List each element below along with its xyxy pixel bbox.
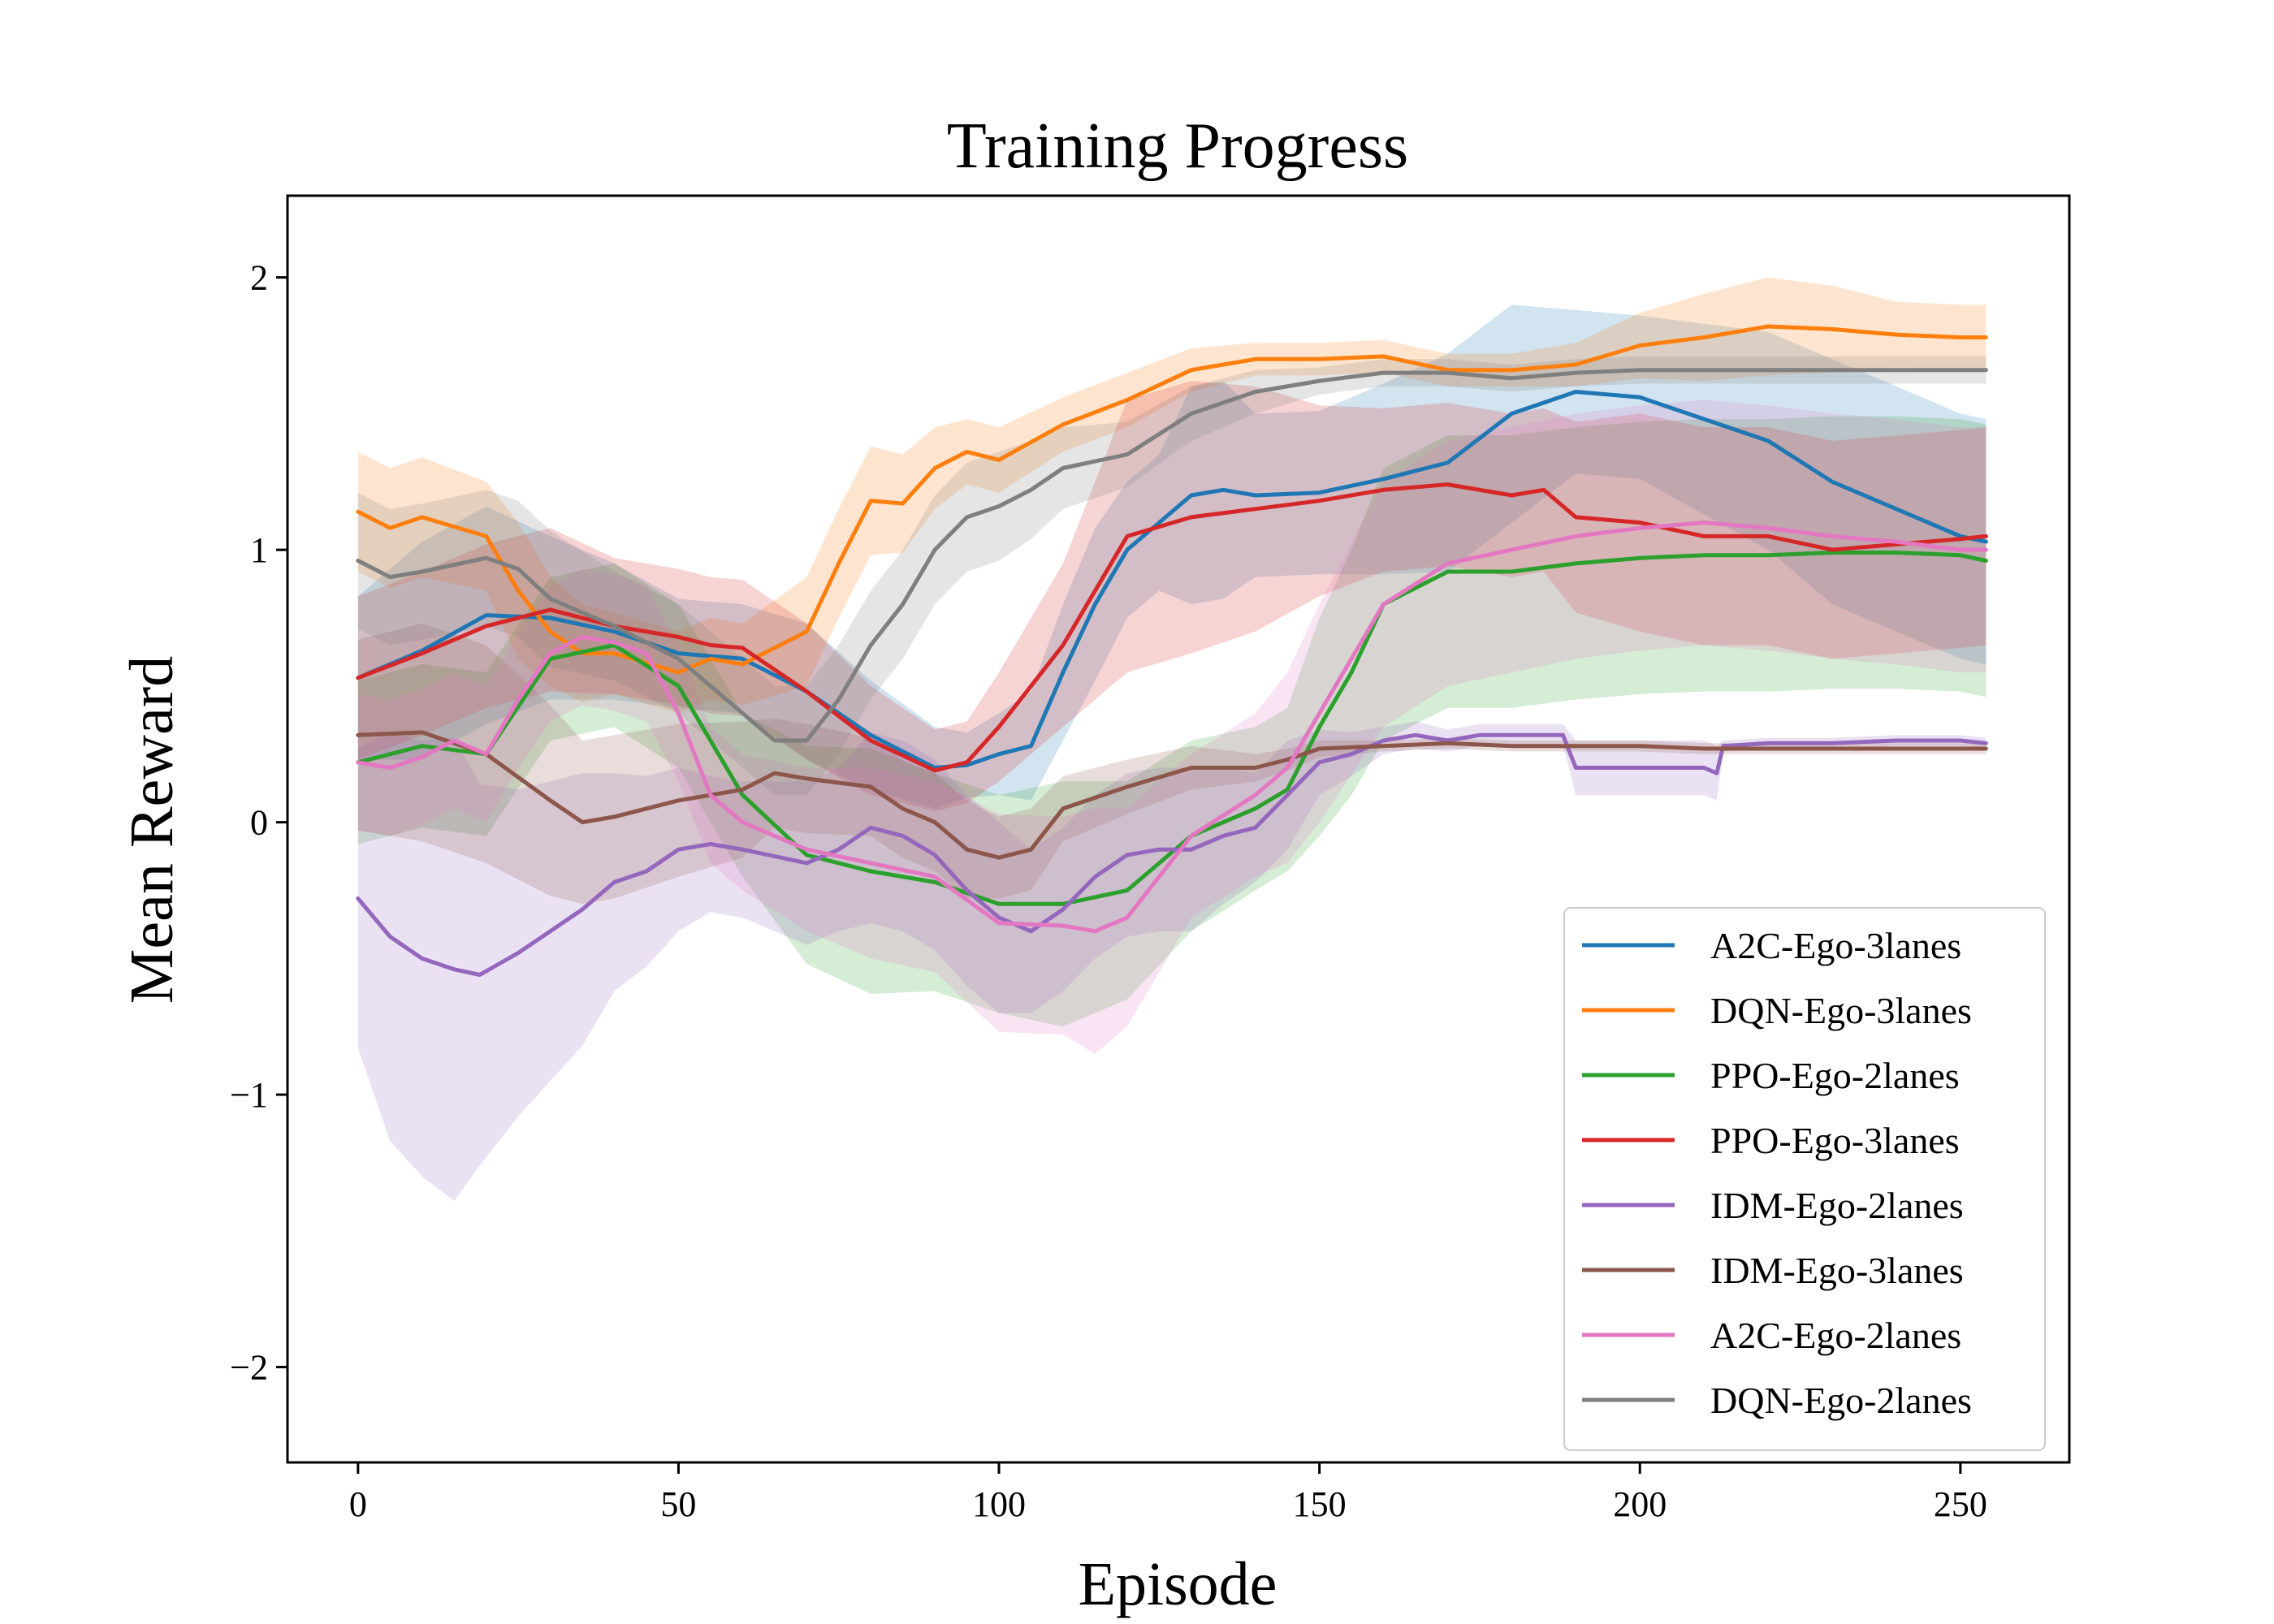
legend-label-dqn-ego-2lanes: DQN-Ego-2lanes <box>1710 1380 1972 1421</box>
x-tick-label: 100 <box>972 1484 1026 1524</box>
line-ppo-ego-3lanes <box>356 482 1988 773</box>
line-idm-ego-3lanes <box>356 730 1988 860</box>
line-dqn-ego-2lanes <box>356 368 1988 743</box>
y-tick-label: −2 <box>230 1348 268 1388</box>
x-tick-label: 200 <box>1613 1484 1667 1524</box>
legend-label-dqn-ego-3lanes: DQN-Ego-3lanes <box>1710 990 1972 1031</box>
band-dqn-ego-2lanes <box>357 356 1987 796</box>
chart-title: Training Progress <box>947 110 1408 182</box>
legend: A2C-Ego-3lanes DQN-Ego-3lanes PPO-Ego-2lan… <box>1563 907 2046 1451</box>
series-lines <box>356 324 1988 977</box>
band-ppo-ego-2lanes <box>357 416 1987 1027</box>
axis-ticks: 0 50 100 150 200 250 −2 −1 0 1 2 <box>230 258 1987 1524</box>
legend-label-a2c-ego-2lanes: A2C-Ego-2lanes <box>1710 1315 1961 1356</box>
legend-label-idm-ego-3lanes: IDM-Ego-3lanes <box>1710 1250 1964 1291</box>
y-tick-label: 2 <box>250 258 268 298</box>
line-a2c-ego-3lanes <box>356 390 1988 770</box>
band-idm-ego-2lanes <box>357 721 1987 1201</box>
band-ppo-ego-3lanes <box>357 381 1987 812</box>
legend-label-ppo-ego-3lanes: PPO-Ego-3lanes <box>1710 1120 1960 1161</box>
x-tick-label: 150 <box>1293 1484 1347 1524</box>
line-idm-ego-2lanes <box>356 732 1988 977</box>
legend-label-idm-ego-2lanes: IDM-Ego-2lanes <box>1710 1185 1964 1226</box>
x-tick-label: 0 <box>349 1484 367 1524</box>
y-tick-label: 1 <box>250 530 268 570</box>
x-tick-label: 50 <box>660 1484 696 1524</box>
line-a2c-ego-2lanes <box>356 520 1988 934</box>
y-axis-label: Mean Reward <box>118 656 186 1004</box>
legend-label-ppo-ego-2lanes: PPO-Ego-2lanes <box>1710 1055 1960 1096</box>
y-tick-label: 0 <box>250 803 268 843</box>
plot-frame <box>286 194 2071 1464</box>
band-a2c-ego-3lanes <box>357 304 1987 809</box>
line-dqn-ego-3lanes <box>356 324 1988 675</box>
x-tick-label: 250 <box>1934 1484 1987 1524</box>
legend-box <box>1563 907 2046 1451</box>
y-tick-label: −1 <box>230 1075 268 1115</box>
band-dqn-ego-3lanes <box>357 277 1987 714</box>
x-axis-label: Episode <box>1079 1550 1278 1618</box>
legend-label-a2c-ego-3lanes: A2C-Ego-3lanes <box>1710 925 1961 966</box>
